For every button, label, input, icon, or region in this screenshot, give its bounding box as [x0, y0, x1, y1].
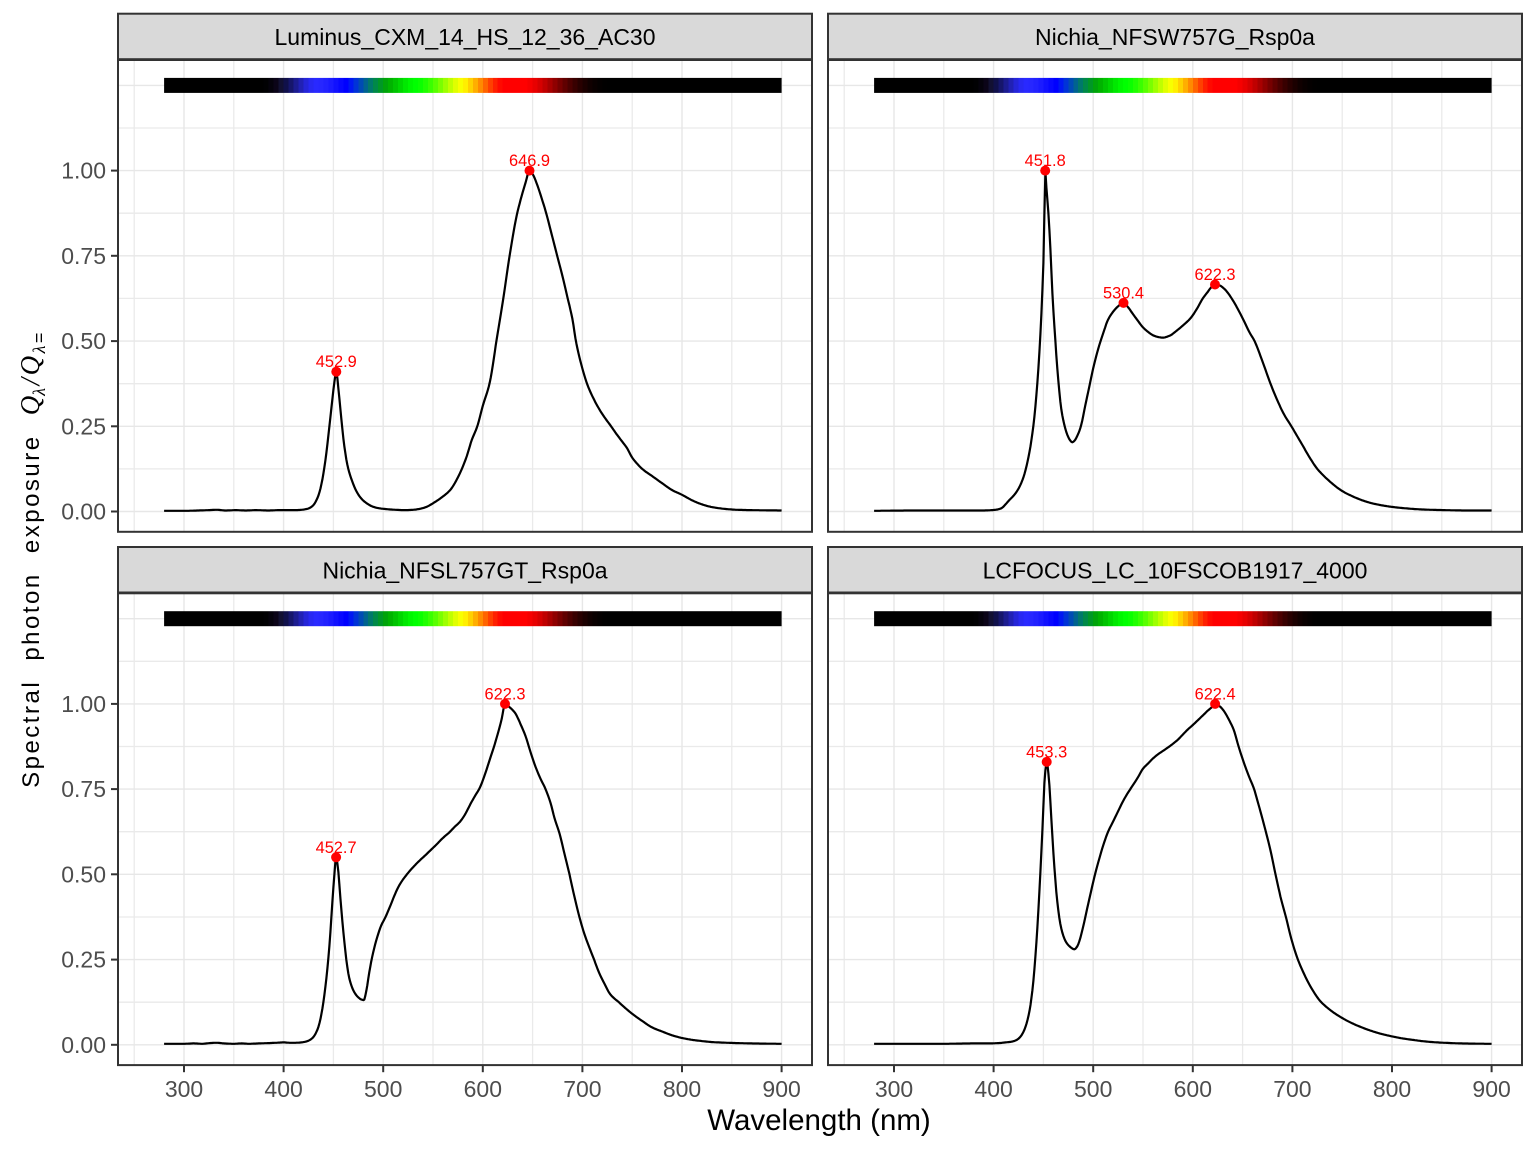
svg-text:452.9: 452.9 — [316, 353, 357, 371]
svg-text:530.4: 530.4 — [1103, 284, 1144, 302]
svg-text:600: 600 — [464, 1076, 502, 1102]
svg-text:0.50: 0.50 — [61, 861, 106, 887]
svg-text:0.50: 0.50 — [61, 328, 106, 354]
svg-text:900: 900 — [1472, 1076, 1510, 1102]
svg-text:Wavelength (nm): Wavelength (nm) — [707, 1104, 931, 1137]
svg-text:452.7: 452.7 — [316, 839, 357, 857]
svg-text:Nichia_NFSW757G_Rsp0a: Nichia_NFSW757G_Rsp0a — [1035, 24, 1315, 50]
svg-text:622.3: 622.3 — [1194, 266, 1235, 284]
svg-text:0.25: 0.25 — [61, 413, 106, 439]
svg-text:0.00: 0.00 — [61, 499, 106, 525]
svg-text:300: 300 — [875, 1076, 913, 1102]
svg-text:500: 500 — [1074, 1076, 1112, 1102]
svg-text:451.8: 451.8 — [1025, 152, 1066, 170]
svg-text:1.00: 1.00 — [61, 158, 106, 184]
svg-text:600: 600 — [1174, 1076, 1212, 1102]
svg-text:700: 700 — [1273, 1076, 1311, 1102]
svg-text:Luminus_CXM_14_HS_12_36_AC30: Luminus_CXM_14_HS_12_36_AC30 — [274, 24, 655, 50]
svg-text:500: 500 — [364, 1076, 402, 1102]
svg-text:0.75: 0.75 — [61, 776, 106, 802]
svg-text:400: 400 — [264, 1076, 302, 1102]
svg-text:300: 300 — [165, 1076, 203, 1102]
svg-text:Spectral photon exposure Qλ/Qλ: Spectral photon exposure Qλ/Qλ= — [15, 330, 49, 788]
svg-text:800: 800 — [1373, 1076, 1411, 1102]
svg-text:900: 900 — [762, 1076, 800, 1102]
svg-text:1.00: 1.00 — [61, 691, 106, 717]
svg-text:622.4: 622.4 — [1195, 685, 1236, 703]
svg-text:0.75: 0.75 — [61, 243, 106, 269]
svg-text:LCFOCUS_LC_10FSCOB1917_4000: LCFOCUS_LC_10FSCOB1917_4000 — [983, 558, 1368, 584]
svg-text:Nichia_NFSL757GT_Rsp0a: Nichia_NFSL757GT_Rsp0a — [322, 558, 607, 584]
svg-text:453.3: 453.3 — [1026, 743, 1067, 761]
svg-text:622.3: 622.3 — [484, 685, 525, 703]
svg-text:0.00: 0.00 — [61, 1032, 106, 1058]
svg-text:646.9: 646.9 — [509, 152, 550, 170]
svg-text:0.25: 0.25 — [61, 947, 106, 973]
svg-text:800: 800 — [663, 1076, 701, 1102]
svg-text:400: 400 — [974, 1076, 1012, 1102]
svg-text:700: 700 — [563, 1076, 601, 1102]
